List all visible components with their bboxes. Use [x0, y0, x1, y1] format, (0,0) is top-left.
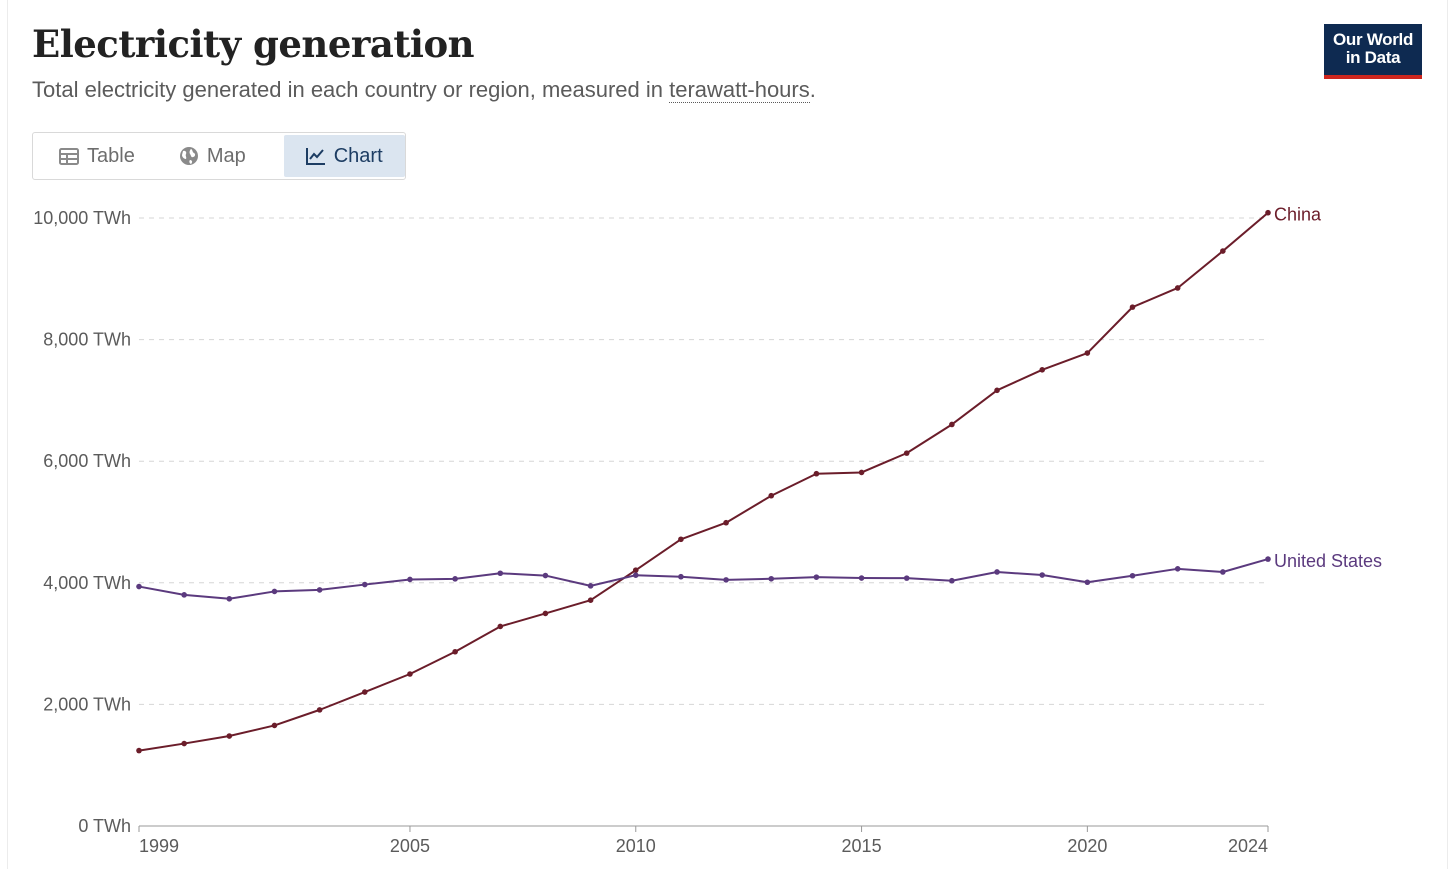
tab-map-label: Map [206, 144, 246, 167]
data-point-china [226, 733, 233, 739]
tab-chart-label: Chart [333, 144, 383, 167]
data-point-united-states [723, 577, 729, 583]
data-point-united-states [1265, 556, 1271, 562]
data-point-china [1220, 248, 1226, 254]
data-point-china [587, 597, 594, 603]
data-point-china [1039, 367, 1045, 373]
data-point-united-states [903, 575, 910, 581]
x-tick-label: 2010 [616, 836, 656, 856]
data-point-united-states [542, 572, 549, 579]
unit-definition-link[interactable]: terawatt-hours [669, 77, 810, 103]
data-point-united-states [813, 574, 820, 580]
x-tick-label: 2024 [1228, 836, 1268, 856]
y-tick-label: 10,000 TWh [33, 208, 131, 228]
data-point-united-states [181, 592, 187, 598]
data-point-united-states [1039, 572, 1045, 578]
y-tick-label: 0 TWh [78, 816, 131, 836]
globe-icon [179, 147, 198, 165]
y-tick-label: 2,000 TWh [43, 694, 131, 714]
data-point-china [858, 469, 865, 476]
series-line-united-states [138, 558, 1269, 600]
data-point-china [1265, 209, 1271, 216]
data-point-china [903, 450, 910, 456]
logo-line-2: in Data [1345, 48, 1401, 67]
y-tick-label: 4,000 TWh [43, 573, 131, 593]
table-icon [59, 147, 79, 165]
data-point-china [407, 671, 413, 677]
data-point-united-states [271, 588, 278, 595]
data-point-china [271, 722, 278, 729]
data-point-united-states [949, 577, 955, 584]
x-tick-label: 1999 [139, 836, 179, 856]
data-point-china [768, 492, 775, 499]
data-point-united-states [858, 575, 865, 581]
logo-line-1: Our World [1332, 30, 1414, 49]
data-point-china [181, 740, 187, 747]
data-point-united-states [632, 572, 639, 578]
data-point-china [949, 421, 955, 428]
data-point-china [678, 536, 684, 543]
line-chart-icon [305, 148, 325, 165]
tab-table-label: Table [87, 144, 135, 167]
data-point-united-states [226, 595, 233, 602]
data-point-united-states [1084, 579, 1091, 586]
data-point-united-states [1174, 566, 1181, 572]
data-point-united-states [497, 570, 504, 577]
data-point-china [813, 470, 820, 477]
data-point-united-states [994, 569, 1000, 575]
data-point-china [994, 387, 1000, 394]
data-point-china [1084, 350, 1091, 356]
data-point-china [316, 707, 323, 713]
view-tabs: Table Map Chart [32, 132, 406, 180]
data-point-united-states [587, 583, 594, 589]
data-point-china [1129, 304, 1136, 310]
data-point-united-states [362, 581, 368, 588]
x-tick-label: 2015 [842, 836, 882, 856]
data-point-united-states [136, 583, 142, 590]
x-tick-label: 2005 [390, 836, 430, 856]
data-point-china [452, 648, 458, 655]
data-point-united-states [1220, 569, 1226, 575]
data-point-china [723, 519, 729, 526]
data-point-china [497, 623, 504, 630]
y-tick-label: 8,000 TWh [43, 330, 131, 350]
data-point-united-states [1129, 572, 1136, 579]
tab-table[interactable]: Table [35, 135, 157, 177]
data-point-united-states [678, 573, 684, 580]
subtitle-text: Total electricity generated in each coun… [32, 77, 670, 102]
data-point-china [362, 689, 368, 695]
x-tick-label: 2020 [1067, 836, 1107, 856]
data-point-china [1174, 285, 1181, 291]
data-point-china [542, 610, 549, 617]
data-point-china [136, 747, 142, 754]
series-label-china: China [1274, 205, 1322, 225]
y-tick-label: 6,000 TWh [43, 451, 131, 471]
chart-frame [7, 0, 1448, 869]
data-point-united-states [768, 575, 775, 582]
data-point-united-states [452, 576, 458, 582]
tab-chart[interactable]: Chart [283, 135, 405, 177]
data-point-china [632, 567, 639, 573]
series-line-china [138, 211, 1269, 752]
tab-map[interactable]: Map [157, 135, 268, 177]
owid-logo[interactable]: Our World in Data [1324, 24, 1422, 79]
chart-title: Electricity generation [32, 22, 475, 66]
data-point-united-states [316, 587, 323, 593]
subtitle-period: . [809, 77, 816, 102]
series-label-united-states: United States [1274, 551, 1382, 571]
data-point-united-states [407, 576, 413, 583]
chart-subtitle: Total electricity generated in each coun… [32, 77, 816, 103]
